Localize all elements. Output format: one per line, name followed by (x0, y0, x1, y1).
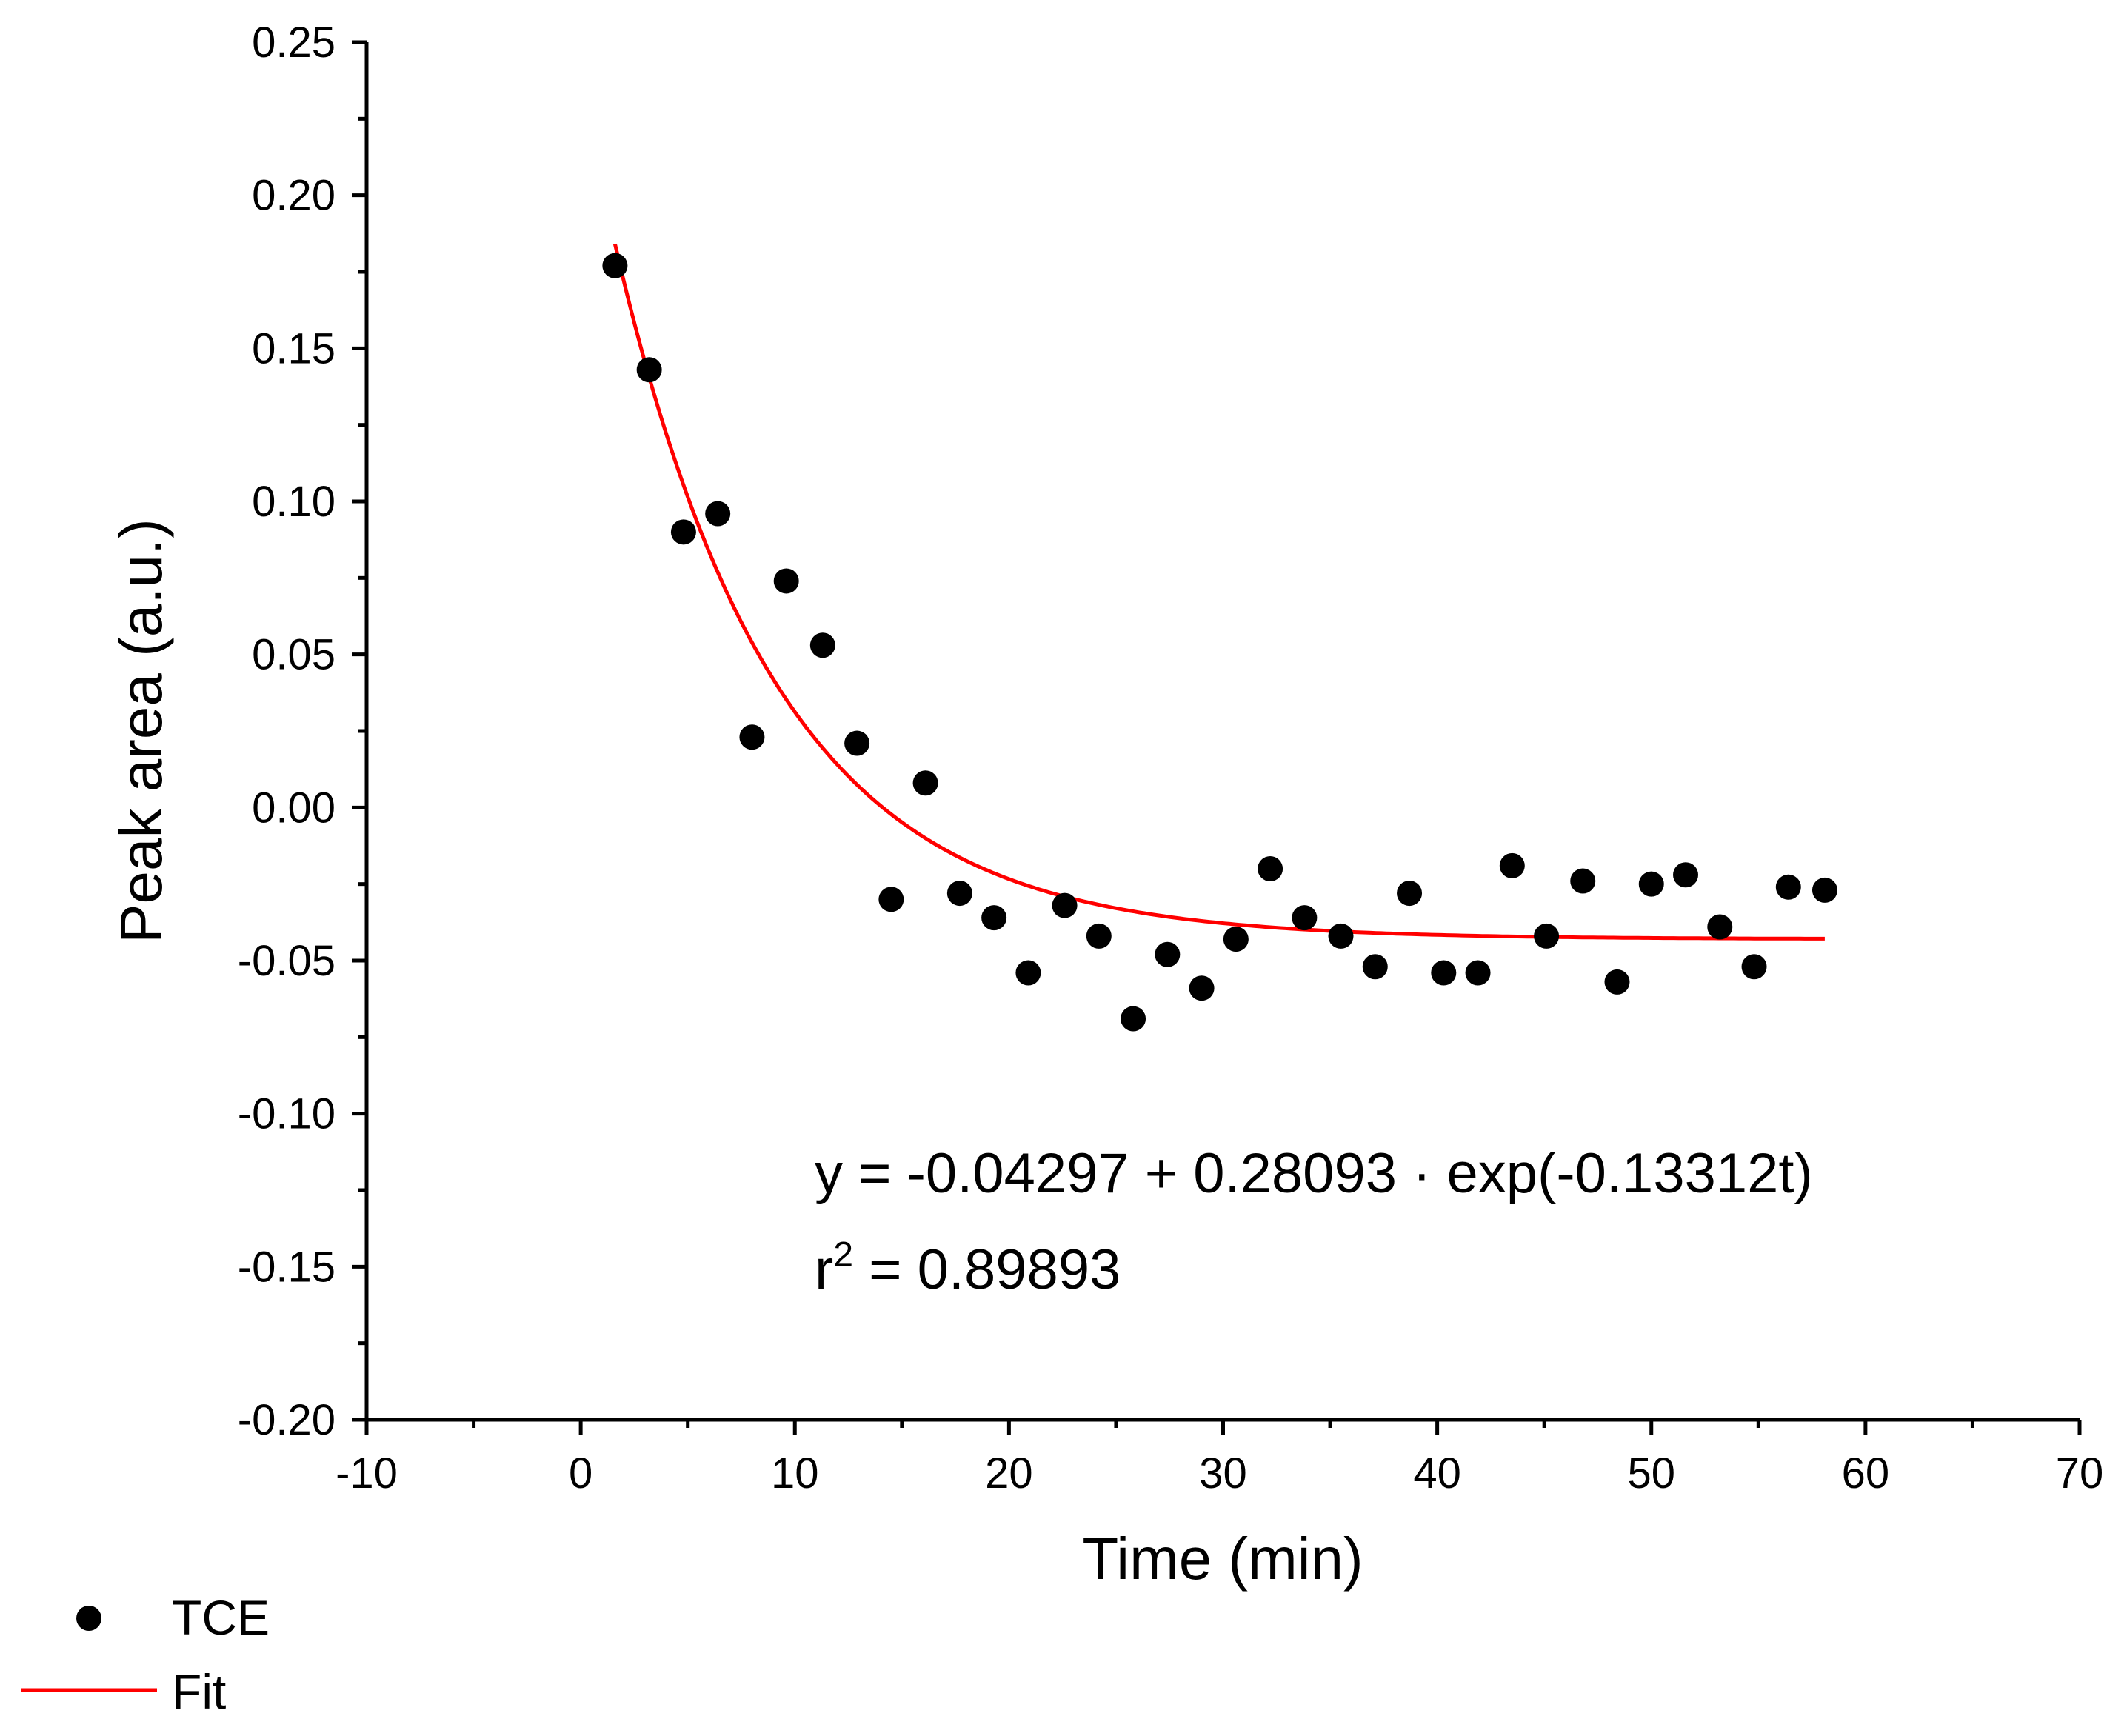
y-tick-label: 0.00 (252, 784, 335, 832)
legend-label-tce: TCE (172, 1590, 270, 1645)
data-point (1121, 1006, 1146, 1032)
data-point (1534, 923, 1560, 949)
fit-equation: y = -0.04297 + 0.28093 · exp(-0.13312t) (815, 1142, 1813, 1205)
y-ticks: -0.20 -0.15 -0.10 -0.05 0.00 0.05 0.10 0.15 0.20… (238, 19, 367, 1444)
x-tick-label: 60 (1842, 1449, 1890, 1498)
data-point (1397, 881, 1423, 907)
data-point (981, 905, 1007, 931)
legend-label-fit: Fit (172, 1664, 226, 1719)
y-tick-label: -0.15 (238, 1243, 335, 1291)
data-point (1812, 877, 1837, 903)
x-tick-label: 40 (1413, 1449, 1461, 1498)
r-squared-base: r (815, 1238, 833, 1301)
data-point (912, 770, 938, 796)
y-tick-label: 0.20 (252, 172, 335, 220)
data-point (1465, 960, 1491, 986)
data-point (705, 501, 731, 527)
data-point (773, 568, 799, 594)
data-point (878, 887, 904, 912)
x-axis-title: Time (min) (1082, 1526, 1363, 1592)
data-point (1499, 852, 1525, 878)
data-point (1431, 960, 1457, 986)
data-point (1223, 927, 1249, 952)
data-point (1015, 960, 1041, 986)
x-tick-label: 50 (1627, 1449, 1675, 1498)
x-tick-label: 10 (771, 1449, 819, 1498)
y-tick-label: 0.10 (252, 478, 335, 526)
data-point (1775, 874, 1801, 900)
data-point (809, 632, 835, 658)
x-tick-label: 70 (2056, 1449, 2104, 1498)
x-tick-label: 0 (569, 1449, 592, 1498)
data-point (602, 253, 628, 278)
y-tick-label: 0.15 (252, 324, 335, 373)
data-point (1052, 892, 1078, 918)
data-point (1673, 862, 1699, 888)
legend: TCE Fit (21, 1590, 270, 1719)
data-point (946, 881, 972, 907)
fit-curve (612, 243, 1825, 941)
data-point (1189, 975, 1215, 1001)
x-tick-label: -10 (335, 1449, 398, 1498)
data-point (1707, 914, 1733, 940)
r-squared: r2 = 0.89893 (815, 1235, 1121, 1301)
y-axis-title: Peak area (a.u.) (108, 518, 174, 944)
legend-marker-tce (76, 1606, 101, 1631)
data-point (1362, 954, 1388, 980)
x-tick-label: 20 (985, 1449, 1033, 1498)
r-squared-value: = 0.89893 (853, 1238, 1121, 1301)
y-tick-label: -0.20 (238, 1396, 335, 1444)
data-point (739, 724, 765, 750)
data-point (636, 357, 662, 383)
y-tick-label: -0.10 (238, 1090, 335, 1138)
data-point (1604, 969, 1630, 995)
data-point (1328, 923, 1354, 949)
data-point (1155, 941, 1181, 967)
x-tick-label: 30 (1199, 1449, 1247, 1498)
data-point (844, 730, 870, 756)
y-tick-label: 0.05 (252, 631, 335, 679)
y-tick-label: -0.05 (238, 937, 335, 985)
data-point (670, 519, 696, 545)
data-point (1086, 923, 1112, 949)
data-points (602, 253, 1837, 1032)
data-point (1292, 905, 1318, 931)
plot-area: -0.20 -0.15 -0.10 -0.05 0.00 0.05 0.10 0.15 0.20… (238, 19, 2103, 1498)
data-point (1258, 856, 1283, 881)
r-squared-superscript: 2 (833, 1235, 853, 1275)
y-tick-label: 0.25 (252, 19, 335, 67)
data-point (1570, 868, 1596, 894)
data-point (1741, 954, 1767, 980)
data-point (1638, 871, 1664, 897)
x-ticks: -10 0 10 20 30 40 50 60 70 (335, 1420, 2103, 1498)
